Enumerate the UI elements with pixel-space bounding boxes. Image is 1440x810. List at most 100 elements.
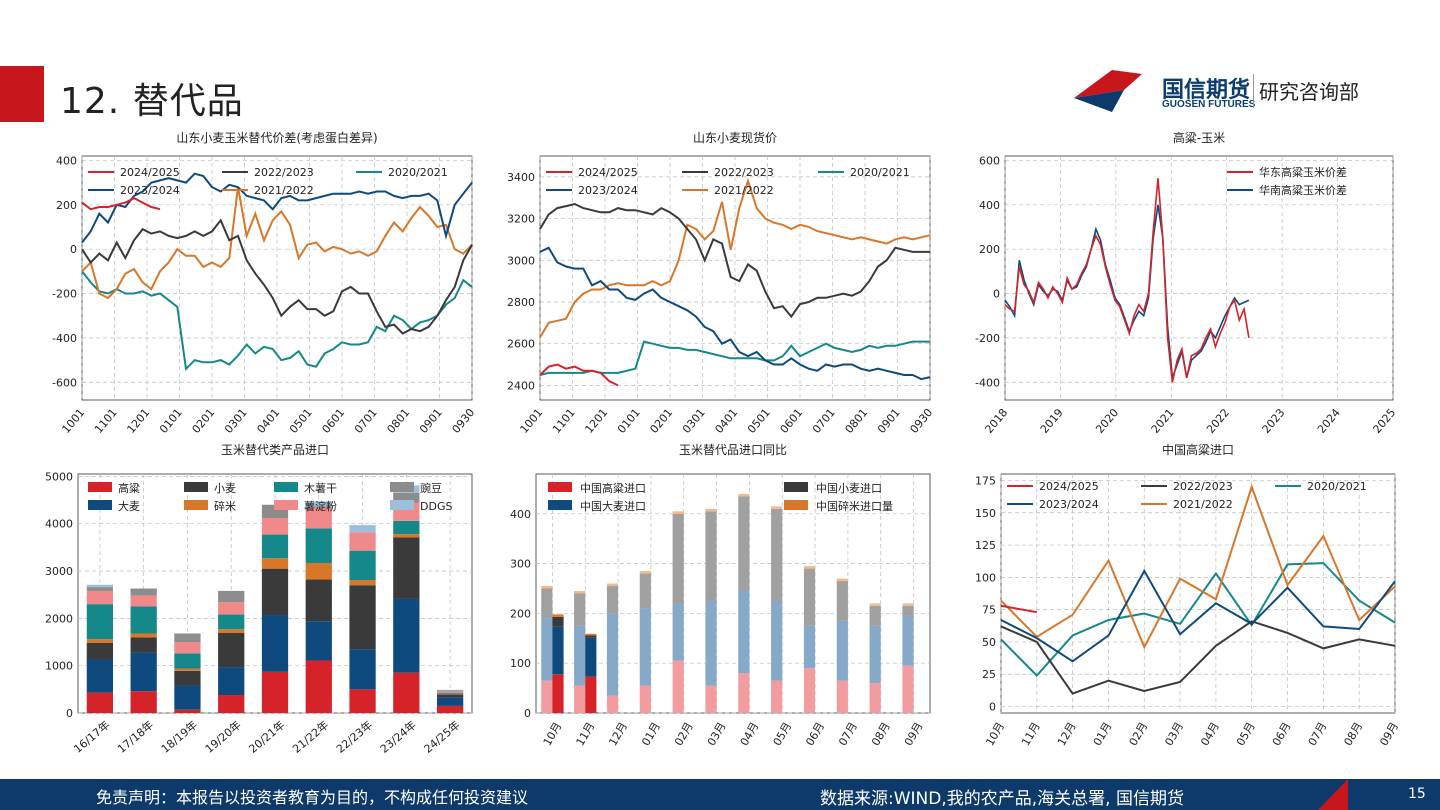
- stacked-bar-segment: [705, 511, 717, 601]
- chart-sorghum-imports: 中国高粱进口 0 25 50 75 100 125 150 175 10月 11月 12月 01月 02月…: [955, 440, 1410, 780]
- y-tick-label: -600: [52, 376, 77, 389]
- stacked-bar-segment: [261, 558, 289, 569]
- page-number: 15: [1408, 786, 1426, 802]
- stacked-bar-segment: [174, 642, 201, 654]
- footer-accent: [1318, 779, 1348, 810]
- stacked-bar-segment: [86, 587, 114, 591]
- legend-label: 木薯干: [304, 482, 337, 495]
- x-tick-label: 04月: [738, 720, 762, 748]
- x-tick-label: 0101: [157, 406, 185, 436]
- stacked-bar-segment: [130, 588, 157, 596]
- stacked-bar-segment: [349, 532, 376, 551]
- x-tick-label: 02月: [1127, 720, 1151, 748]
- stacked-bar-segment: [86, 692, 114, 713]
- stacked-bar-segment: [305, 660, 332, 713]
- stacked-bar-segment: [869, 603, 881, 606]
- x-tick-label: 2020: [1093, 406, 1121, 436]
- stacked-bar-segment: [130, 637, 157, 653]
- stacked-bar-segment: [436, 697, 464, 706]
- stacked-bar-segment: [738, 673, 750, 713]
- stacked-bar-segment: [585, 637, 597, 677]
- stacked-bar-segment: [541, 618, 553, 681]
- stacked-bar-segment: [130, 691, 157, 713]
- stacked-bar-segment: [672, 603, 684, 661]
- stacked-bar-segment: [393, 672, 420, 713]
- stacked-bar-segment: [738, 591, 750, 674]
- plot-area: [1000, 473, 1396, 714]
- stacked-bar-segment: [574, 593, 586, 626]
- series-line: [1000, 483, 1396, 650]
- x-tick-label: 0901: [875, 406, 903, 436]
- stacked-bar-segment: [738, 496, 750, 592]
- stacked-bar-segment: [436, 705, 464, 713]
- x-tick-label: 16/17年: [71, 718, 113, 756]
- stacked-bar-segment: [436, 694, 464, 698]
- stacked-bar-segment: [174, 685, 201, 710]
- x-tick-label: 0501: [287, 406, 315, 436]
- stacked-bar-segment: [174, 668, 201, 671]
- stacked-bar-segment: [639, 608, 651, 686]
- y-tick-label: -200: [975, 332, 1000, 345]
- series-line: [539, 340, 930, 376]
- y-tick-label: 0: [66, 707, 73, 720]
- x-tick-label: 2018: [982, 406, 1010, 436]
- stacked-bar-segment: [305, 501, 332, 507]
- chart-sorghum-corn-spread: 高粱-玉米 -400 -200 0 200 400 600 2018 2019 2020 2021 2…: [955, 128, 1410, 440]
- stacked-bar-segment: [305, 562, 332, 580]
- stacked-bar-segment: [393, 520, 420, 535]
- y-tick-label: -200: [52, 288, 77, 301]
- y-tick-label: 75: [982, 604, 996, 617]
- y-tick-label: 3400: [507, 171, 535, 184]
- x-tick-label: 1101: [550, 406, 578, 436]
- stacked-bar-segment: [639, 685, 651, 713]
- stacked-bar-segment: [436, 693, 464, 695]
- x-tick-label: 11月: [1019, 720, 1043, 748]
- x-tick-label: 0401: [254, 406, 282, 436]
- stacked-bar-segment: [130, 652, 157, 692]
- stacked-bar-segment: [130, 606, 157, 634]
- stacked-bar-segment: [393, 492, 420, 503]
- x-tick-label: 0601: [777, 406, 805, 436]
- stacked-bar-segment: [672, 660, 684, 713]
- legend-label: 2021/2022: [254, 184, 314, 197]
- footer-disclaimer: 免责声明：本报告以投资者教育为目的，不构成任何投资建议: [96, 788, 529, 807]
- x-tick-label: 0901: [417, 406, 445, 436]
- series-line: [81, 218, 473, 335]
- stacked-bar-segment: [86, 590, 114, 605]
- stacked-bar-segment: [393, 537, 420, 599]
- x-tick-label: 0401: [712, 406, 740, 436]
- legend-label: 2024/2025: [1039, 480, 1099, 493]
- stacked-bar-segment: [836, 680, 848, 713]
- legend-swatch: [274, 482, 298, 492]
- brand-name: 国信期货: [1162, 78, 1251, 103]
- stacked-bar-segment: [639, 573, 651, 609]
- stacked-bar-segment: [902, 615, 914, 666]
- series-line: [81, 270, 473, 372]
- x-tick-label: 0701: [352, 406, 380, 436]
- legend-label: 2020/2021: [850, 166, 910, 179]
- stacked-bar-segment: [305, 621, 332, 661]
- y-tick-label: 600: [979, 154, 1000, 167]
- x-tick-label: 2021: [1149, 406, 1177, 436]
- x-tick-label: 10月: [983, 720, 1007, 748]
- x-tick-label: 24/25年: [421, 718, 463, 756]
- stacked-bar-segment: [705, 685, 717, 713]
- y-tick-label: 100: [975, 571, 996, 584]
- x-tick-label: 12月: [606, 720, 630, 748]
- footer-source: 数据来源:WIND,我的农产品,海关总署, 国信期货: [820, 789, 1184, 809]
- legend-label: 2023/2024: [1039, 498, 1099, 511]
- stacked-bar-segment: [174, 633, 201, 643]
- chart-wheat-corn-spread: 山东小麦玉米替代价差(考虑蛋白差异) -600 -400 -200 0 200 400 100…: [30, 128, 480, 440]
- stacked-bar-segment: [585, 676, 597, 713]
- stacked-bar-segment: [902, 665, 914, 713]
- x-tick-label: 04月: [1198, 720, 1222, 748]
- stacked-bar-segment: [585, 635, 597, 638]
- legend-label: 2023/2024: [578, 184, 638, 197]
- y-tick-label: 200: [56, 199, 77, 212]
- series-line: [81, 186, 473, 300]
- series-line: [539, 202, 930, 319]
- stacked-bar-segment: [606, 583, 619, 587]
- x-tick-label: 1201: [124, 406, 152, 436]
- legend-swatch: [390, 482, 414, 492]
- x-tick-label: 23/24年: [377, 718, 419, 756]
